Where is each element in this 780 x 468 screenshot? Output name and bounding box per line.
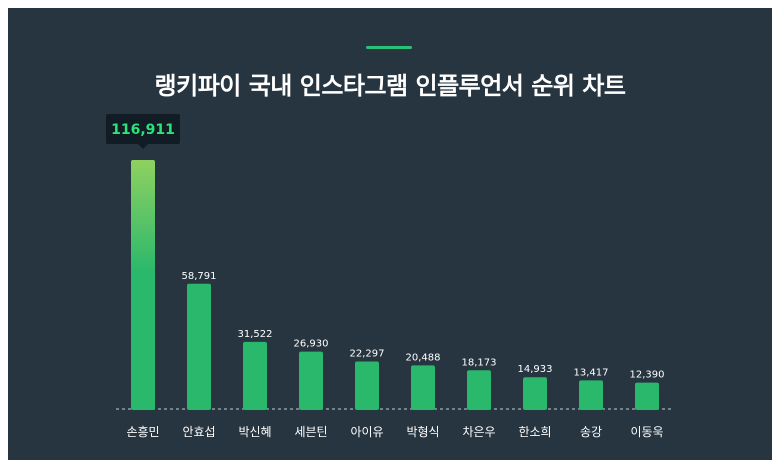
data-label: 18,173	[462, 357, 497, 368]
bar-9	[579, 380, 603, 410]
data-label: 26,930	[294, 339, 329, 350]
data-label: 12,390	[630, 370, 665, 381]
category-label: 손흥민	[126, 425, 159, 439]
title-accent-line	[366, 46, 412, 49]
data-label: 22,297	[350, 349, 385, 360]
category-label: 안효섭	[182, 425, 215, 439]
category-label: 세븐틴	[294, 425, 327, 439]
data-label: 31,522	[238, 329, 273, 340]
bar-1	[131, 160, 155, 410]
category-label: 박형식	[406, 425, 439, 439]
category-label: 이동욱	[630, 425, 663, 439]
chart-title: 랭키파이 국내 인스타그램 인플루언서 순위 차트	[154, 72, 626, 100]
data-label: 116,911	[111, 122, 175, 138]
category-label: 아이유	[350, 425, 383, 439]
category-label: 한소희	[518, 425, 551, 439]
bar-10	[635, 382, 659, 410]
data-label: 13,417	[574, 367, 609, 378]
data-label: 20,488	[406, 352, 441, 363]
bar-2	[187, 283, 211, 410]
bar-4	[299, 351, 323, 410]
bar-7	[467, 370, 491, 410]
category-label: 박신혜	[238, 425, 271, 439]
bar-6	[411, 365, 435, 410]
bar-5	[355, 361, 379, 410]
bar-3	[243, 341, 267, 410]
value-tooltip: 116,911	[106, 114, 180, 149]
category-label: 송강	[580, 425, 602, 439]
bar-8	[523, 377, 547, 410]
data-label: 58,791	[182, 271, 217, 282]
category-label: 차은우	[462, 425, 495, 439]
data-label: 14,933	[518, 364, 553, 375]
